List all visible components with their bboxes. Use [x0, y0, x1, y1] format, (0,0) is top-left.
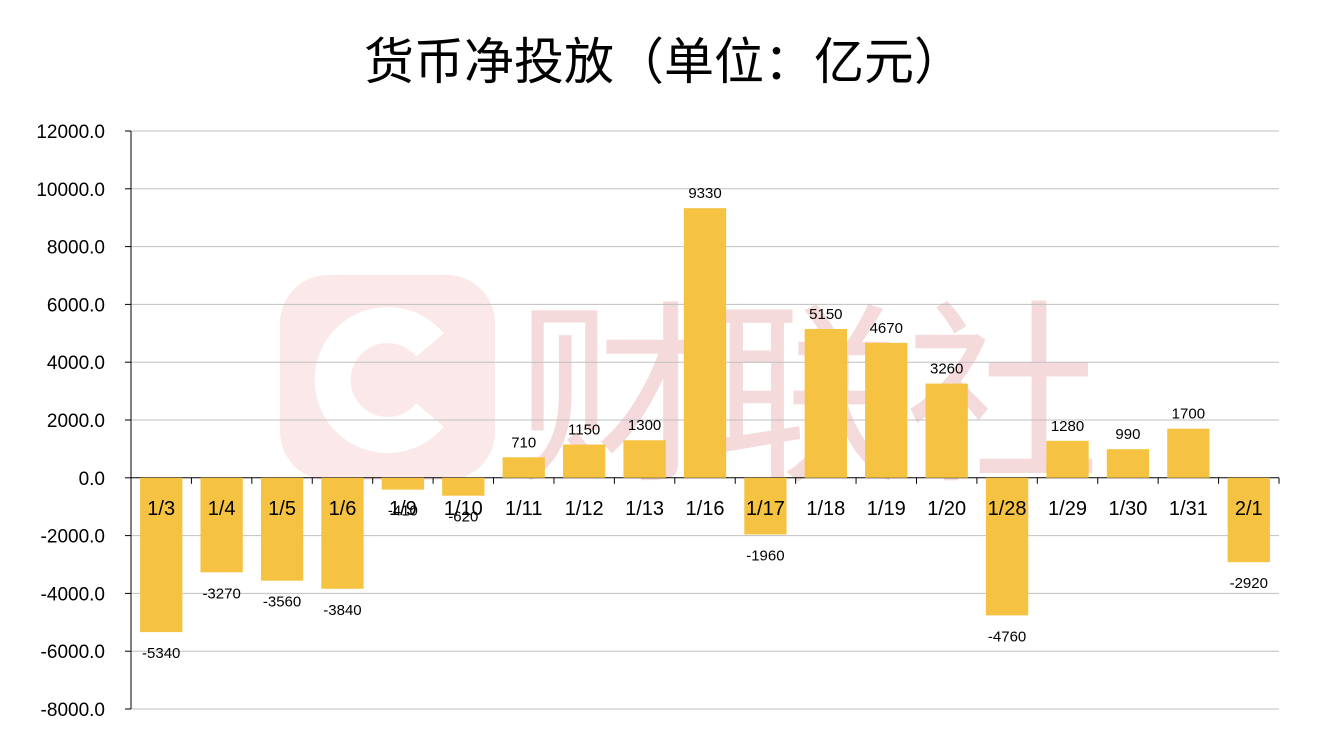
bar	[683, 208, 727, 478]
data-label: 1150	[568, 422, 600, 439]
data-label: -5340	[142, 645, 180, 662]
x-tick-label: 1/5	[268, 498, 296, 520]
data-label: 1300	[628, 417, 661, 434]
x-tick-label: 1/19	[867, 498, 906, 520]
bar	[140, 477, 183, 633]
x-tick-label: 1/6	[329, 498, 357, 520]
x-tick-label: 1/18	[806, 498, 845, 520]
x-tick-label: 1/17	[746, 498, 785, 520]
y-tick-label: 8000.0	[47, 238, 105, 259]
bar	[623, 440, 666, 478]
bar	[744, 477, 787, 535]
y-tick-label: -6000.0	[41, 642, 105, 663]
data-label: 5150	[809, 306, 842, 323]
data-label: -4760	[988, 628, 1026, 645]
y-tick-label: 4000.0	[47, 353, 105, 374]
x-tick-labels: 1/3 1/4 1/5 1/6 1/9 1/10 1/11 1/12 1/13 1/16 1/17 1…	[147, 498, 1262, 520]
x-tick-label: 1/20	[927, 498, 966, 520]
x-tick-label: 2/1	[1235, 498, 1263, 520]
data-label: -1960	[746, 547, 784, 564]
x-tick-label: 1/16	[686, 498, 725, 520]
bar	[321, 477, 364, 589]
bar	[381, 477, 425, 490]
chart-title: 货币净投放（单位：亿元）	[364, 33, 964, 91]
y-tick-label: 2000.0	[47, 411, 105, 432]
x-tick-label: 1/31	[1169, 498, 1208, 520]
y-tick-label: 0.0	[79, 469, 105, 490]
y-tick-label: -8000.0	[41, 700, 105, 721]
x-tick-label: 1/11	[505, 498, 542, 520]
x-tick-label: 1/3	[147, 498, 175, 520]
bar	[442, 477, 485, 496]
bar	[502, 457, 545, 478]
data-label: -3840	[323, 602, 361, 619]
data-label: 710	[511, 434, 536, 451]
data-label: -410	[388, 503, 418, 520]
data-label: 4670	[870, 320, 903, 337]
bar	[804, 328, 847, 478]
data-label: 3260	[930, 361, 963, 378]
bar	[1106, 449, 1150, 478]
x-tick-label: 1/9	[389, 498, 417, 520]
y-tick-label: -4000.0	[41, 584, 105, 605]
bar	[865, 342, 908, 478]
cailianshe-watermark-logo: 财联社	[280, 275, 1100, 485]
y-tick-label: 12000.0	[36, 122, 105, 143]
data-label: -3270	[202, 585, 240, 602]
data-label: 1700	[1172, 406, 1205, 423]
y-tick-labels: 12000.0 10000.0 8000.0 6000.0 4000.0 2000.0 0.…	[36, 122, 105, 721]
data-labels: -5340 -3270 -3560 -3840 -410 -620 710 1150 1300 9…	[142, 185, 1268, 662]
bar	[985, 477, 1029, 616]
bar	[1167, 428, 1210, 478]
x-tick-label: 1/28	[988, 498, 1027, 520]
data-label: 990	[1115, 426, 1140, 443]
bars	[140, 208, 1270, 633]
bar	[260, 477, 304, 581]
bar	[200, 477, 243, 573]
y-tick-label: 10000.0	[36, 180, 105, 201]
bar	[1046, 440, 1089, 478]
bar	[1227, 477, 1270, 563]
x-tick-label: 1/12	[565, 498, 604, 520]
x-tick-label: 1/13	[625, 498, 664, 520]
x-tick-label: 1/10	[444, 498, 483, 520]
data-label: -620	[448, 509, 478, 526]
x-tick-label: 1/29	[1048, 498, 1087, 520]
data-label: -2920	[1230, 575, 1268, 592]
y-tick-label: 6000.0	[47, 295, 105, 316]
x-tick-label: 1/4	[208, 498, 236, 520]
data-label: 1280	[1051, 418, 1084, 435]
data-label: -3560	[263, 594, 301, 611]
data-label: 9330	[688, 185, 721, 202]
bar	[563, 444, 606, 478]
bar	[925, 383, 968, 478]
y-tick-label: -2000.0	[41, 527, 105, 548]
x-tick-label: 1/30	[1108, 498, 1147, 520]
